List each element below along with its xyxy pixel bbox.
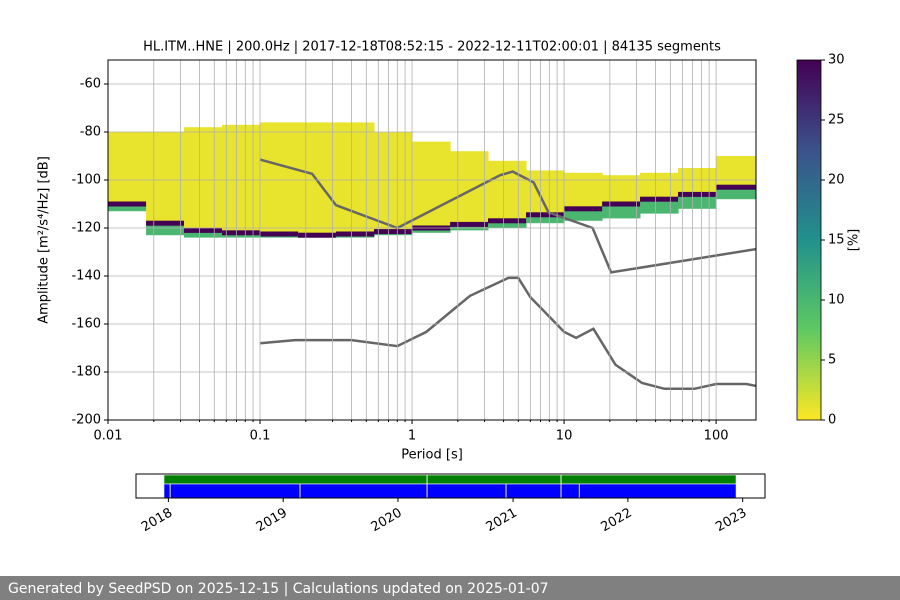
- density-mode: [564, 206, 603, 212]
- data-bar: [163, 483, 171, 499]
- density-tail: [640, 199, 679, 214]
- timeline-tick-label: 2021: [484, 506, 520, 536]
- density-cloud: [488, 160, 527, 221]
- x-tick-label: 0.01: [94, 429, 123, 444]
- density-mode: [108, 201, 147, 207]
- density-tail: [564, 208, 603, 221]
- density-mode: [716, 184, 756, 190]
- density-mode: [374, 229, 413, 235]
- x-tick-label: 1: [408, 429, 416, 444]
- colorbar-tick-label: 15: [828, 233, 845, 248]
- noise-model-line: [259, 158, 756, 274]
- y-tick-label: -100: [71, 173, 101, 188]
- colorbar-tick-label: 10: [828, 293, 845, 308]
- density-cloud: [678, 168, 717, 195]
- colorbar-tick-label: 20: [828, 173, 845, 188]
- density-cloud: [564, 172, 603, 209]
- density-cloud: [602, 175, 641, 204]
- density-mode: [678, 191, 717, 197]
- density-cloud: [183, 127, 223, 231]
- coverage-bar: [426, 474, 562, 485]
- timeline-frame: [135, 473, 766, 499]
- y-tick-label: -80: [80, 125, 101, 140]
- density-mode: [335, 231, 375, 237]
- density-mode: [602, 201, 641, 207]
- coverage-bar: [163, 474, 428, 485]
- colorbar-tick-label: 30: [828, 53, 845, 68]
- data-bar: [169, 483, 301, 499]
- density-cloud: [450, 151, 489, 225]
- timeline-tick-label: 2022: [598, 506, 634, 536]
- density-mode: [526, 212, 565, 218]
- density-tail: [526, 214, 565, 224]
- density-mode: [260, 231, 299, 237]
- coverage-bar: [560, 474, 737, 485]
- colorbar-tick-label: 0: [828, 413, 836, 428]
- y-tick-label: -200: [71, 413, 101, 428]
- y-axis-label: Amplitude [m²/s⁴/Hz] [dB]: [37, 156, 52, 324]
- x-tick-label: 100: [704, 429, 729, 444]
- x-tick-label: 10: [556, 429, 573, 444]
- y-tick-label: -120: [71, 221, 101, 236]
- data-bar: [560, 483, 580, 499]
- x-tick-label: 0.1: [250, 429, 271, 444]
- density-cloud: [640, 172, 679, 200]
- density-tail: [108, 204, 147, 212]
- timeline-tick-label: 2019: [254, 506, 290, 536]
- colorbar-label: [%]: [847, 229, 862, 252]
- colorbar: [796, 59, 822, 421]
- timeline-tick-label: 2023: [713, 506, 749, 536]
- footer-bar: [0, 576, 900, 600]
- data-bar: [505, 483, 562, 499]
- density-cloud: [412, 141, 451, 228]
- density-cloud: [335, 122, 375, 234]
- plot-frame: [107, 59, 757, 421]
- density-cloud: [146, 132, 185, 224]
- density-mode: [183, 227, 223, 233]
- density-mode: [640, 196, 679, 202]
- x-axis-label: Period [s]: [401, 448, 463, 463]
- density-mode: [450, 221, 489, 227]
- density-tail: [716, 187, 756, 200]
- timeline-tick-label: 2018: [139, 506, 175, 536]
- density-mode: [146, 220, 185, 226]
- density-tail: [488, 220, 527, 228]
- density-mode: [488, 218, 527, 224]
- plot-area: [108, 122, 756, 391]
- density-cloud: [374, 132, 413, 232]
- chart-title: HL.ITM..HNE | 200.0Hz | 2017-12-18T08:52…: [143, 40, 721, 55]
- density-tail: [678, 194, 717, 209]
- density-tail: [183, 230, 223, 238]
- y-tick-label: -140: [71, 269, 101, 284]
- data-bar: [426, 483, 507, 499]
- density-tail: [146, 223, 185, 236]
- colorbar-tick-label: 5: [828, 353, 836, 368]
- data-bar: [579, 483, 737, 499]
- y-tick-label: -160: [71, 317, 101, 332]
- density-mode: [298, 232, 337, 238]
- data-bar: [299, 483, 428, 499]
- y-tick-label: -60: [80, 77, 101, 92]
- y-tick-label: -180: [71, 365, 101, 380]
- density-tail: [450, 224, 489, 231]
- colorbar-tick-label: 25: [828, 113, 845, 128]
- density-cloud: [716, 156, 756, 188]
- footer-text: Generated by SeedPSD on 2025-12-15 | Cal…: [8, 581, 549, 597]
- density-tail: [602, 204, 641, 219]
- density-mode: [221, 230, 261, 236]
- density-cloud: [108, 132, 147, 204]
- density-cloud: [260, 122, 299, 234]
- density-cloud: [221, 124, 261, 233]
- timeline-tick-label: 2020: [369, 506, 405, 536]
